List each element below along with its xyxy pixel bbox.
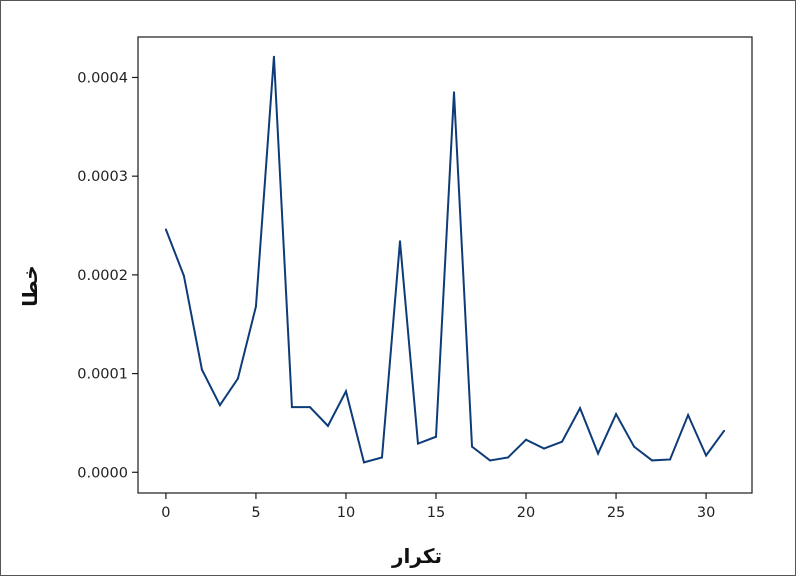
data-point [615,413,618,416]
y-tick-label: 0.0003 [77,169,128,185]
x-tick-label: 15 [427,505,445,521]
y-tick-label: 0.0002 [77,268,128,284]
data-point [471,445,474,448]
data-point [723,429,726,432]
x-tick-label: 30 [697,505,715,521]
x-axis-title: تکرار [391,544,442,568]
data-point [416,442,419,445]
data-point [290,406,293,409]
data-point [434,435,437,438]
data-point [651,459,654,462]
data-point [200,368,203,371]
data-point [344,390,347,393]
data-point [236,377,239,380]
x-tick-label: 20 [517,505,535,521]
data-point [543,447,546,450]
data-point [669,458,672,461]
data-point [326,424,329,427]
data-point [453,91,456,94]
y-axis: 0.0000 0.0001 0.0002 0.0003 0.0004 [77,70,138,481]
data-point [380,456,383,459]
data-point [489,459,492,462]
y-tick-label: 0.0004 [77,70,128,86]
data-point [362,461,365,464]
data-point [525,438,528,441]
x-axis: 0 5 10 15 20 25 30 [161,493,715,521]
x-tick-label: 5 [251,505,260,521]
data-point [561,440,564,443]
data-point [164,228,167,231]
x-tick-label: 25 [607,505,625,521]
data-point [272,55,275,58]
y-axis-title: خطا [18,265,42,306]
data-point [398,240,401,243]
data-point [507,456,510,459]
data-point [633,445,636,448]
data-point [182,274,185,277]
data-point [308,406,311,409]
series-line [164,56,725,464]
x-tick-label: 10 [337,505,355,521]
series-layer [164,55,726,464]
data-point [218,404,221,407]
data-point [579,407,582,410]
x-tick-label: 0 [161,505,170,521]
y-tick-label: 0.0001 [77,367,128,383]
data-point [705,454,708,457]
data-point [254,305,257,308]
data-point [687,414,690,417]
data-point [597,452,600,455]
y-tick-label: 0.0000 [77,465,128,481]
